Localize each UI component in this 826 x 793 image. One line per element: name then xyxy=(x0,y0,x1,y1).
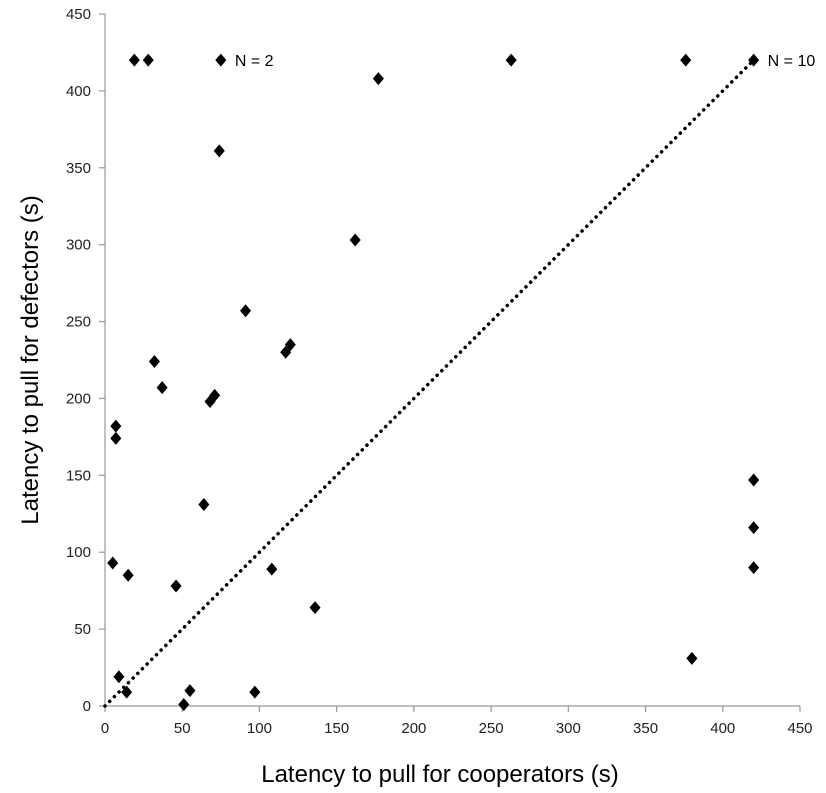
data-point xyxy=(680,53,692,67)
y-tick-label: 150 xyxy=(66,467,91,484)
annotations: N = 2 N = 10 xyxy=(235,53,816,70)
data-point xyxy=(110,419,122,433)
data-point xyxy=(198,498,210,512)
y-tick-label: 100 xyxy=(66,544,91,561)
data-point xyxy=(110,431,122,445)
reference-line xyxy=(103,58,756,708)
x-tick-label: 350 xyxy=(633,720,658,737)
x-tick-label: 450 xyxy=(787,720,812,737)
data-point xyxy=(204,395,216,409)
x-tick-label: 0 xyxy=(101,720,109,737)
x-tick-label: 150 xyxy=(324,720,349,737)
data-point xyxy=(249,685,261,699)
y-tick-label: 250 xyxy=(66,314,91,331)
x-axis-title: Latency to pull for cooperators (s) xyxy=(261,761,619,788)
data-point xyxy=(215,53,227,67)
x-ticks: 0 50 100 150 200 250 300 350 400 450 xyxy=(101,706,813,737)
data-point xyxy=(107,556,119,570)
data-point xyxy=(284,338,296,352)
axes xyxy=(104,14,800,707)
data-point xyxy=(748,521,760,535)
data-points xyxy=(107,53,760,711)
y-axis-title: Latency to pull for defectors (s) xyxy=(17,195,44,524)
x-tick-label: 100 xyxy=(247,720,272,737)
data-point xyxy=(240,304,252,318)
x-tick-label: 300 xyxy=(556,720,581,737)
data-point xyxy=(178,697,190,711)
annotation-label: N = 10 xyxy=(768,53,816,70)
data-point xyxy=(184,684,196,698)
data-point xyxy=(266,562,278,576)
data-point xyxy=(170,579,182,593)
x-tick-label: 400 xyxy=(710,720,735,737)
data-point xyxy=(280,345,292,359)
data-point xyxy=(748,561,760,575)
data-point xyxy=(505,53,517,67)
x-tick-label: 250 xyxy=(479,720,504,737)
data-point xyxy=(122,568,134,582)
data-point xyxy=(113,670,125,684)
data-point xyxy=(349,233,361,247)
x-tick-label: 200 xyxy=(401,720,426,737)
data-point xyxy=(748,473,760,487)
x-tick-label: 50 xyxy=(174,720,191,737)
y-tick-label: 350 xyxy=(66,160,91,177)
y-tick-label: 50 xyxy=(74,621,91,638)
data-point xyxy=(213,144,225,158)
data-point xyxy=(142,53,154,67)
y-tick-label: 200 xyxy=(66,390,91,407)
y-tick-label: 400 xyxy=(66,83,91,100)
data-point xyxy=(372,72,384,86)
data-point xyxy=(686,651,698,665)
data-point xyxy=(121,685,133,699)
y-tick-label: 0 xyxy=(83,698,91,715)
annotation-label: N = 2 xyxy=(235,53,274,70)
y-ticks: 0 50 100 150 200 250 300 350 400 450 xyxy=(66,6,105,715)
data-point xyxy=(156,381,168,395)
data-point xyxy=(748,53,760,67)
data-point xyxy=(309,601,321,615)
data-point xyxy=(148,355,160,369)
data-point xyxy=(128,53,140,67)
y-tick-label: 450 xyxy=(66,6,91,23)
y-tick-label: 300 xyxy=(66,237,91,254)
